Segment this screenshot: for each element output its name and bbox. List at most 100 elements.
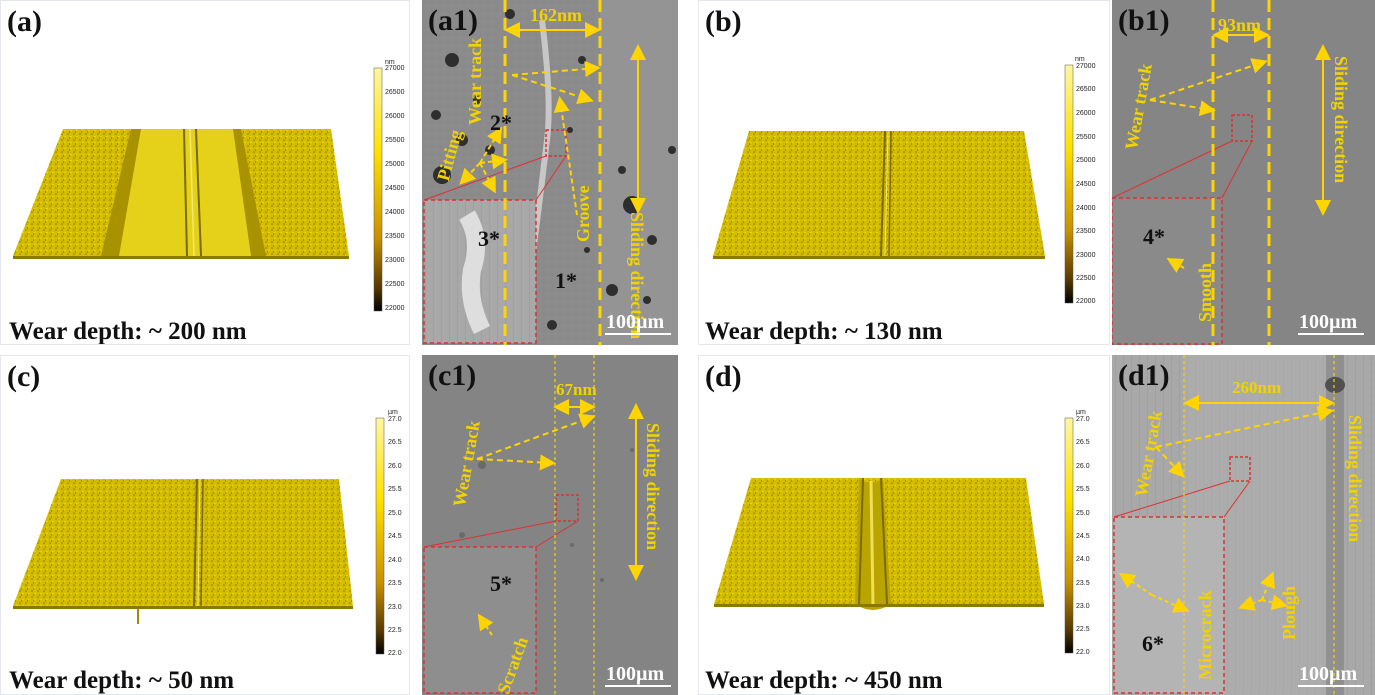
colorbar-unit: nm [1075, 56, 1085, 63]
colorbar-tick: 22.5 [1076, 626, 1090, 633]
colorbar-tick: 23.5 [388, 580, 402, 587]
colorbar-tick: 22.0 [388, 650, 402, 657]
colorbar-tick: 24000 [385, 209, 405, 216]
surface-profile-3d [13, 128, 349, 259]
colorbar-tick: 23.0 [1076, 603, 1090, 610]
colorbar [1064, 417, 1074, 654]
sem-image [422, 355, 678, 695]
smooth-label: Smooth [1195, 262, 1215, 322]
colorbar-unit: nm [385, 59, 395, 66]
colorbar-tick: 22.0 [1076, 649, 1090, 656]
panel-b: (b) nm 27000 26500 26000 25500 25000 245… [698, 0, 1110, 345]
spot-label-3: 3* [478, 226, 500, 251]
colorbar-tick: 26.0 [1076, 463, 1090, 470]
scale-bar [1298, 685, 1364, 687]
wear-depth-label: Wear depth: ~ 130 nm [705, 318, 943, 345]
colorbar-tick: 22500 [385, 281, 405, 288]
surface-profile-3d [714, 477, 1044, 610]
scale-label: 100µm [606, 311, 665, 333]
track-width-label: 93nm [1218, 15, 1262, 35]
panel-label: (c1) [428, 359, 477, 392]
groove-label: Groove [573, 185, 593, 242]
sem-image [1112, 0, 1375, 345]
colorbar-tick: 22000 [1076, 298, 1096, 305]
panel-label: (c) [7, 360, 41, 393]
panel-c1: (c1) 67nm Wear track Scratch Sliding dir… [422, 355, 678, 695]
colorbar-tick: 23000 [1076, 252, 1096, 259]
colorbar-tick: 25500 [1076, 134, 1096, 141]
colorbar-tick: 25000 [1076, 157, 1096, 164]
sliding-direction-label: Sliding direction [643, 423, 663, 551]
colorbar-tick: 22.5 [388, 627, 402, 634]
colorbar-tick: 26.5 [388, 439, 402, 446]
scale-label: 100µm [1299, 311, 1358, 333]
sliding-direction-label: Sliding direction [1345, 415, 1365, 543]
colorbar-tick: 22000 [385, 305, 405, 312]
scale-bar [605, 685, 671, 687]
colorbar-tick: 24000 [1076, 205, 1096, 212]
colorbar-tick: 23500 [385, 233, 405, 240]
spot-label-2: 2* [490, 110, 512, 135]
colorbar [1064, 64, 1074, 304]
colorbar-tick: 24.5 [388, 533, 402, 540]
colorbar-tick: 25.0 [1076, 510, 1090, 517]
wear-depth-label: Wear depth: ~ 450 nm [705, 667, 943, 694]
track-width-label: 162nm [530, 5, 583, 25]
track-width-label: 260nm [1232, 378, 1282, 397]
panel-a: (a) nm 27000 26500 26000 25500 25000 245… [0, 0, 410, 345]
sem-image [1112, 355, 1375, 695]
colorbar-tick: 26.0 [388, 463, 402, 470]
sliding-direction-label: Sliding direction [1331, 56, 1351, 184]
colorbar-tick: 26500 [385, 89, 405, 96]
scale-label: 100µm [1299, 663, 1358, 685]
panel-label: (d) [705, 360, 742, 393]
colorbar-tick: 26.5 [1076, 439, 1090, 446]
colorbar-tick: 25.0 [388, 510, 402, 517]
spot-label-4: 4* [1143, 224, 1165, 249]
scale-bar [605, 333, 671, 335]
colorbar-tick: 24500 [1076, 181, 1096, 188]
wear-track-label: Wear track [465, 37, 485, 125]
panel-c: (c) µm 27.0 26.5 26.0 25.5 25.0 24.5 24.… [0, 355, 410, 695]
colorbar-tick: 24.0 [1076, 556, 1090, 563]
colorbar-tick: 22500 [1076, 275, 1096, 282]
colorbar-tick: 24.5 [1076, 533, 1090, 540]
colorbar-tick: 23.0 [388, 604, 402, 611]
colorbar-tick: 23000 [385, 257, 405, 264]
panel-d1: (d1) 260nm Wear track Microcrack Plough … [1112, 355, 1375, 695]
colorbar-tick: 25000 [385, 161, 405, 168]
wear-depth-label: Wear depth: ~ 50 nm [9, 667, 235, 694]
panel-label: (d1) [1118, 359, 1170, 392]
surface-profile-3d [13, 478, 353, 624]
colorbar-tick: 27.0 [388, 416, 402, 423]
panel-b1: (b1) 93nm Wear track Smooth Sliding dire… [1112, 0, 1375, 345]
colorbar-tick: 24500 [385, 185, 405, 192]
scale-bar [1298, 333, 1364, 335]
colorbar-tick: 26000 [1076, 110, 1096, 117]
wear-depth-label: Wear depth: ~ 200 nm [9, 318, 247, 345]
panel-label: (b) [705, 5, 742, 38]
colorbar-tick: 25.5 [1076, 486, 1090, 493]
colorbar-tick: 26500 [1076, 86, 1096, 93]
panel-label: (b1) [1118, 4, 1170, 37]
colorbar-unit: µm [1076, 409, 1086, 416]
colorbar-tick: 25500 [385, 137, 405, 144]
panel-a1: (a1) 162nm Wear track Pitting Groove Sli… [422, 0, 678, 345]
colorbar-tick: 25.5 [388, 486, 402, 493]
colorbar-tick: 27.0 [1076, 416, 1090, 423]
sem-image [422, 0, 678, 345]
colorbar-unit: µm [388, 409, 398, 416]
scale-label: 100µm [606, 663, 665, 685]
colorbar-tick: 24.0 [388, 557, 402, 564]
panel-label: (a1) [428, 4, 478, 37]
panel-d: (d) µm 27.0 26.5 26.0 25.5 25.0 24.5 24.… [698, 355, 1110, 695]
colorbar-tick: 23500 [1076, 228, 1096, 235]
panel-label: (a) [7, 5, 42, 38]
spot-label-6: 6* [1142, 631, 1164, 656]
colorbar-tick: 23.5 [1076, 580, 1090, 587]
microcrack-label: Microcrack [1195, 590, 1215, 680]
surface-profile-3d [713, 130, 1045, 259]
spot-label-5: 5* [490, 571, 512, 596]
colorbar [373, 67, 383, 312]
colorbar-tick: 27000 [385, 65, 405, 72]
